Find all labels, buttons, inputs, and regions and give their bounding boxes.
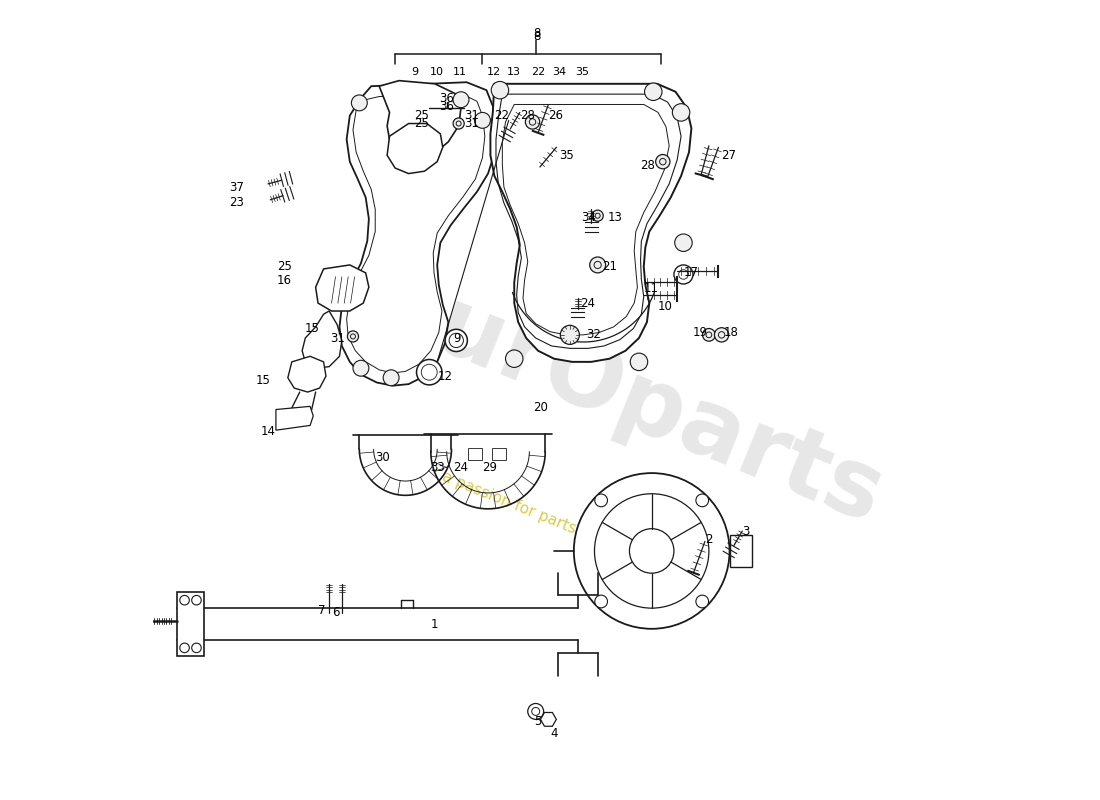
Bar [469,448,483,459]
Text: 5: 5 [535,715,542,728]
Text: 18: 18 [723,326,738,339]
Text: 25: 25 [415,109,429,122]
Polygon shape [729,535,751,567]
Text: 20: 20 [534,402,548,414]
Text: 13: 13 [507,67,521,77]
Text: 19: 19 [692,326,707,339]
Text: 14: 14 [261,426,276,438]
Polygon shape [288,356,326,392]
Text: 11: 11 [644,282,659,295]
Circle shape [630,353,648,370]
Circle shape [453,118,464,129]
Text: 27: 27 [720,149,736,162]
Circle shape [592,210,603,222]
Text: 9: 9 [411,67,418,77]
Circle shape [672,104,690,121]
Text: 3: 3 [742,525,749,538]
Text: 35: 35 [560,149,574,162]
Text: 25: 25 [277,260,292,273]
Circle shape [383,370,399,386]
Bar [492,448,506,459]
Text: 8: 8 [532,30,540,42]
Circle shape [446,330,468,351]
Circle shape [417,359,442,385]
Text: 23: 23 [229,197,244,210]
Text: 12: 12 [437,370,452,382]
Text: 9: 9 [453,331,461,345]
Text: 10: 10 [430,67,444,77]
Text: 31: 31 [464,109,480,122]
Text: 13: 13 [607,210,623,224]
Text: 12: 12 [487,67,502,77]
Text: 15: 15 [255,374,271,386]
Circle shape [574,473,729,629]
Circle shape [453,92,469,108]
Text: 10: 10 [658,300,672,313]
Text: 7: 7 [319,604,326,617]
Text: 11: 11 [452,67,466,77]
Text: 8: 8 [532,27,540,40]
Text: 1: 1 [431,618,439,630]
Polygon shape [177,592,205,656]
Circle shape [595,595,607,608]
Circle shape [595,494,607,506]
Circle shape [656,154,670,169]
Circle shape [474,113,491,128]
Polygon shape [379,81,461,162]
Text: 15: 15 [305,322,320,335]
Circle shape [526,114,540,129]
Text: 30: 30 [375,450,389,464]
Text: 22: 22 [494,109,508,122]
Text: 35: 35 [575,67,589,77]
Polygon shape [316,265,369,311]
Text: 16: 16 [277,274,292,287]
Text: eurOparts: eurOparts [363,257,895,543]
Circle shape [696,595,708,608]
Circle shape [560,326,580,344]
Circle shape [353,360,369,376]
Text: 6: 6 [332,606,340,619]
Polygon shape [340,82,496,386]
Text: 24: 24 [580,297,595,310]
Text: 26: 26 [549,109,563,122]
Text: 33: 33 [430,461,446,474]
Polygon shape [387,123,442,174]
Polygon shape [276,406,314,430]
Text: 32: 32 [586,328,601,342]
Circle shape [645,83,662,101]
Text: 34: 34 [581,210,596,224]
Text: 2: 2 [705,533,713,546]
Text: 28: 28 [640,159,654,172]
Circle shape [696,494,708,506]
Circle shape [351,95,367,111]
Text: 24: 24 [453,461,469,474]
Text: 28: 28 [520,109,536,122]
Circle shape [715,328,728,342]
Text: 4: 4 [550,727,558,740]
Polygon shape [540,713,557,726]
Circle shape [674,265,693,284]
Circle shape [492,82,508,99]
Polygon shape [491,84,692,362]
Text: 29: 29 [483,461,497,474]
Polygon shape [302,311,342,368]
Text: 34: 34 [552,67,567,77]
Text: 25: 25 [415,117,429,130]
Text: a passion for parts since 1985: a passion for parts since 1985 [440,469,660,570]
Circle shape [674,234,692,251]
Circle shape [348,331,359,342]
Circle shape [703,329,715,342]
Text: 31: 31 [464,117,480,130]
Text: 17: 17 [683,266,698,279]
Text: 37: 37 [229,181,244,194]
Circle shape [590,257,606,273]
Text: 36: 36 [439,92,454,105]
Text: 36: 36 [439,99,454,113]
Circle shape [506,350,522,367]
Text: 31: 31 [330,331,345,345]
Text: 22: 22 [531,67,546,77]
Text: 21: 21 [602,260,617,273]
